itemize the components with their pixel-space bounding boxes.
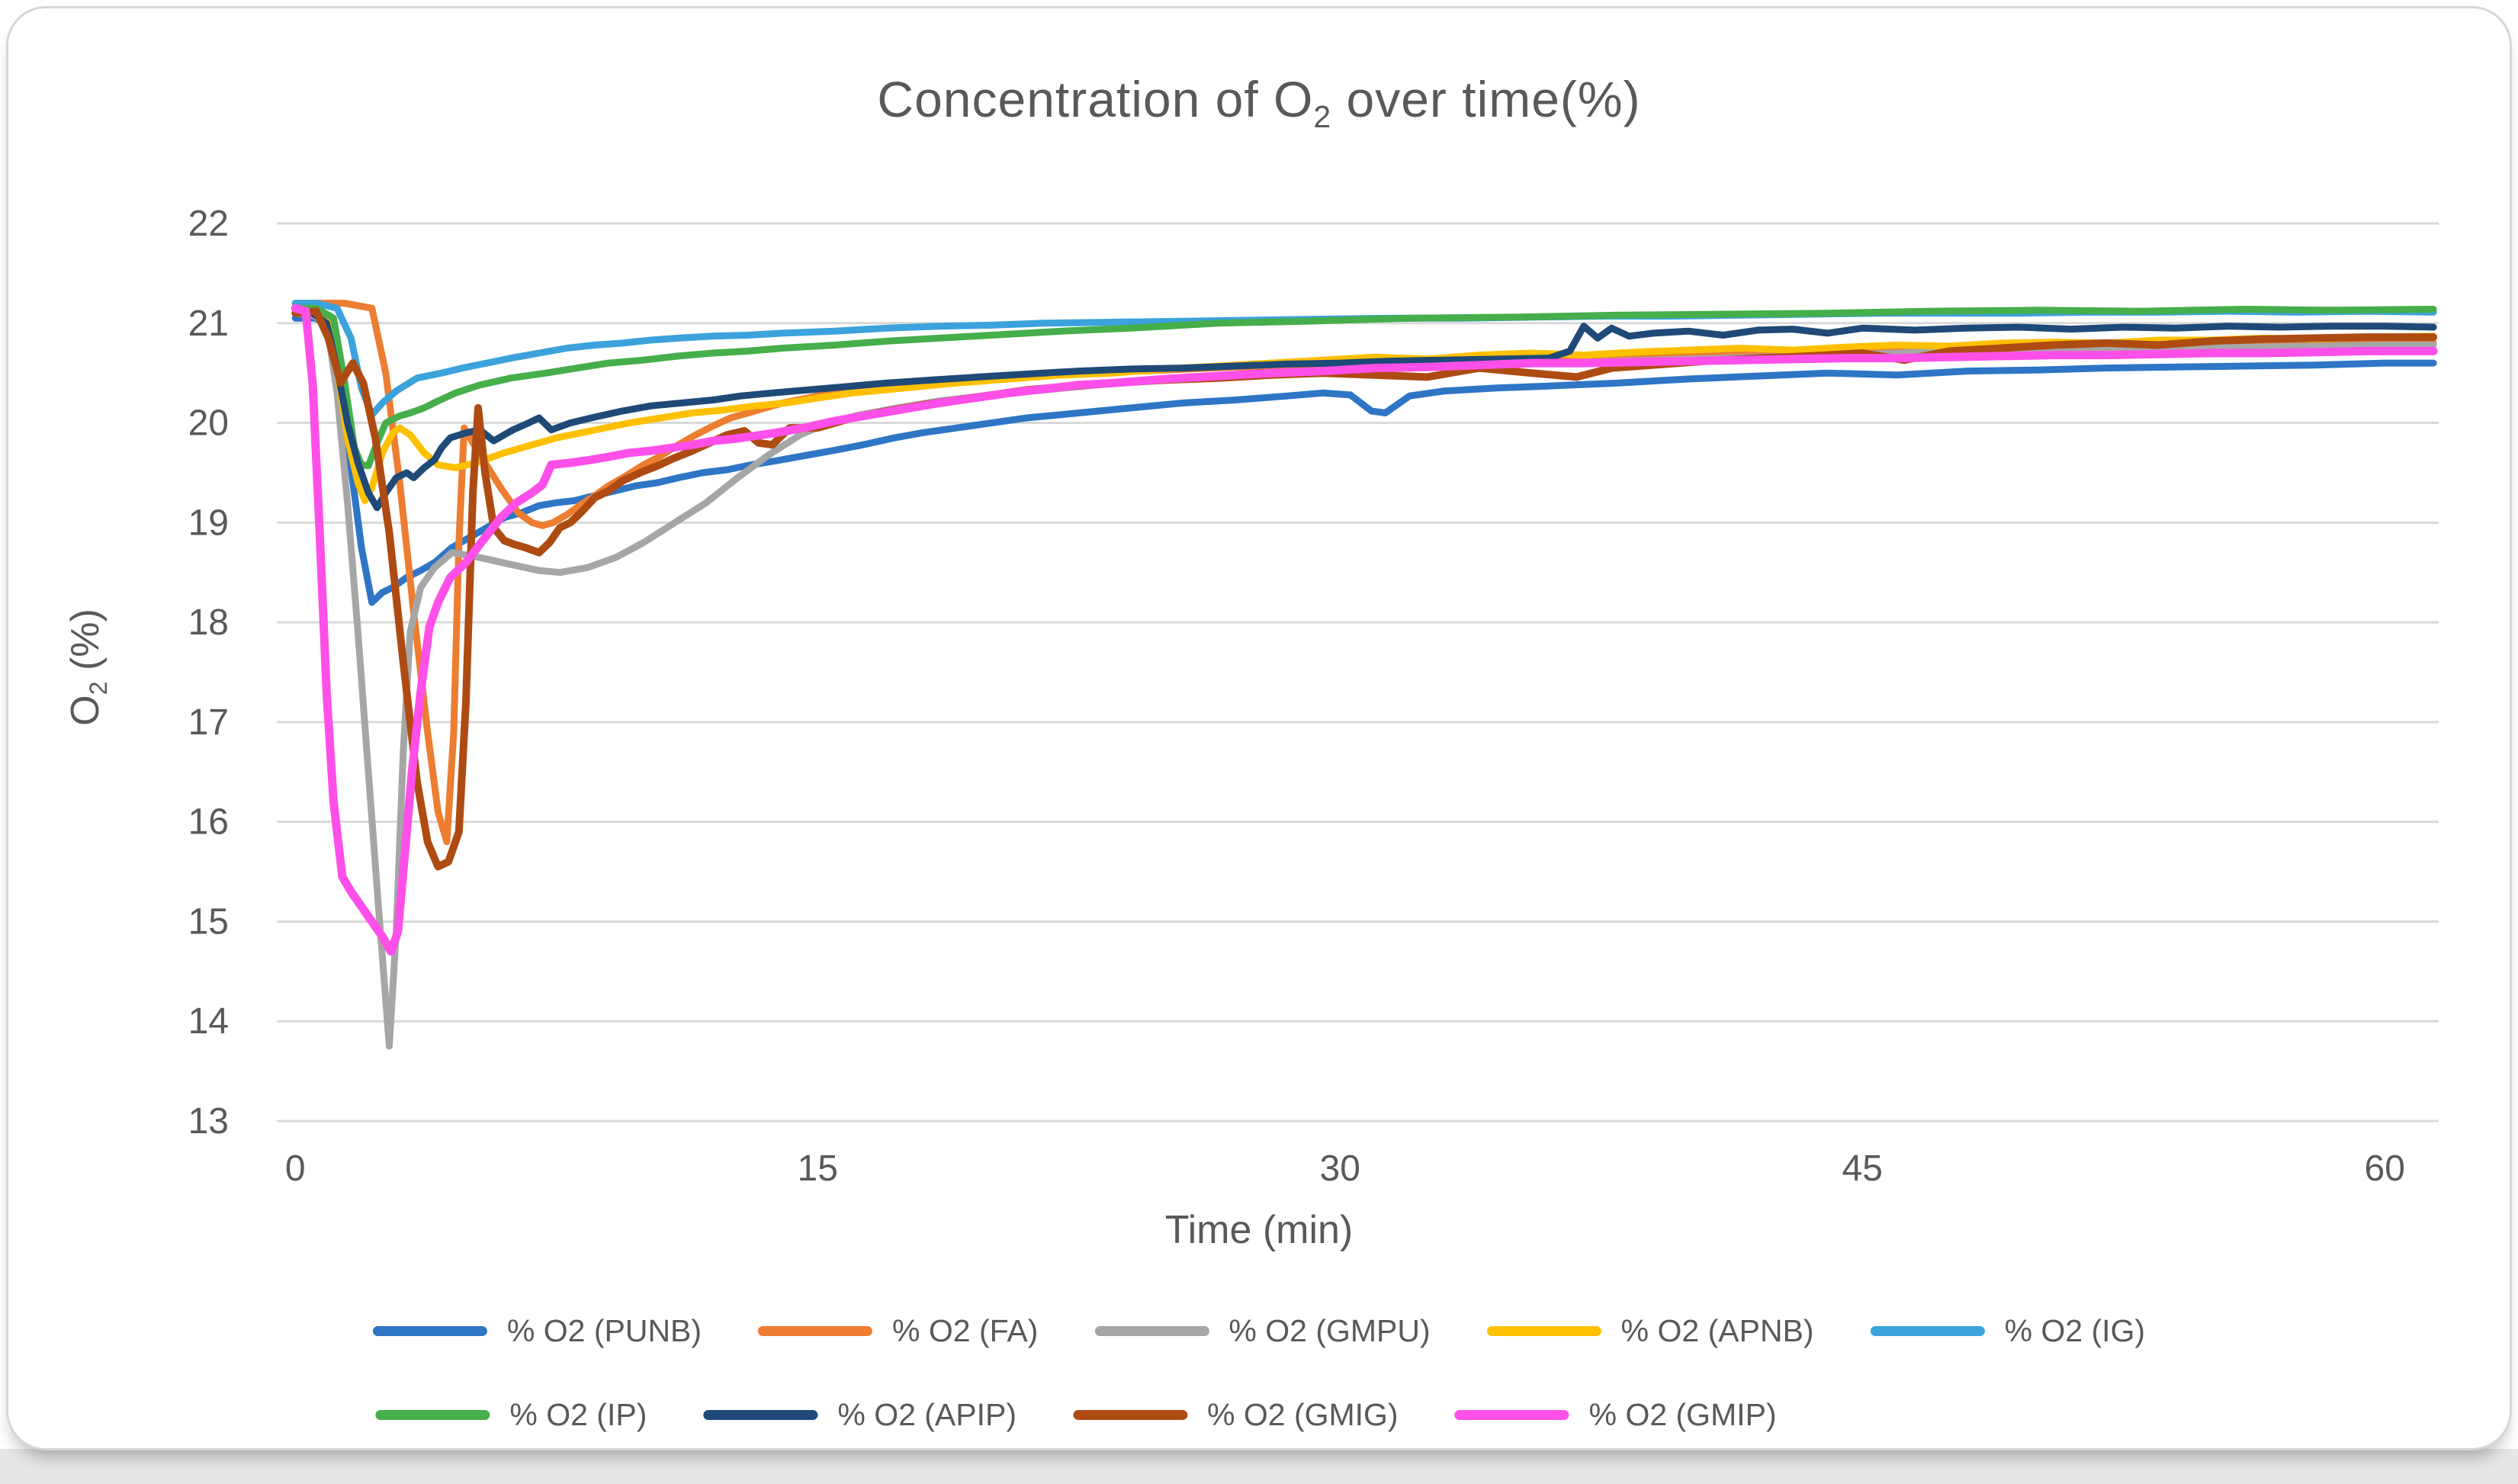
legend-item-o2-apnb: % O2 (APNB) [1486, 1313, 1814, 1349]
legend-label: % O2 (GMPU) [1228, 1313, 1431, 1348]
legend-label: % O2 (IP) [509, 1397, 647, 1432]
legend-swatch-icon [758, 1326, 873, 1336]
legend-item-o2-ip: % O2 (IP) [375, 1397, 647, 1433]
legend-swatch-icon [1486, 1326, 1601, 1336]
legend-row-1: % O2 (PUNB) % O2 (FA) % O2 (GMPU) % O2 (APN… [372, 1313, 2146, 1349]
legend-item-o2-apip: % O2 (APIP) [703, 1397, 1017, 1433]
legend-label: % O2 (GMIP) [1588, 1397, 1777, 1432]
chart-title-subscript: 2 [1313, 99, 1332, 135]
legend-item-o2-gmpu: % O2 (GMPU) [1094, 1313, 1431, 1349]
chart-title-suffix: over time(%) [1331, 71, 1641, 127]
x-axis-title: Time (min) [1164, 1208, 1354, 1252]
legend-label: % O2 (IG) [2004, 1313, 2146, 1348]
legend-label: % O2 (FA) [892, 1313, 1039, 1348]
y-axis-title-suffix: (%) [63, 609, 108, 682]
y-axis-title-text: O [63, 695, 108, 726]
legend-swatch-icon [1870, 1326, 1985, 1336]
legend-label: % O2 (APNB) [1620, 1313, 1814, 1348]
chart-title-text: Concentration of O [877, 71, 1314, 127]
legend-item-o2-punb: % O2 (PUNB) [372, 1313, 702, 1349]
legend-swatch-icon [1454, 1410, 1569, 1420]
page-bottom-edge [0, 1449, 2518, 1484]
legend-swatch-icon [375, 1410, 490, 1420]
legend-label: % O2 (PUNB) [506, 1313, 702, 1348]
y-axis-title: O2 (%) [63, 609, 113, 726]
legend-item-o2-gmip: % O2 (GMIP) [1454, 1397, 1777, 1433]
legend-label: % O2 (APIP) [837, 1397, 1017, 1432]
chart-title: Concentration of O2 over time(%) [0, 70, 2518, 135]
legend-item-o2-fa: % O2 (FA) [758, 1313, 1038, 1349]
legend-swatch-icon [703, 1410, 818, 1420]
legend-swatch-icon [1094, 1326, 1209, 1336]
legend-swatch-icon [372, 1326, 487, 1336]
legend-row-2: % O2 (IP) % O2 (APIP) % O2 (GMIG) % O2 (GMI… [375, 1397, 1777, 1433]
legend-label: % O2 (GMIG) [1207, 1397, 1399, 1432]
legend-item-o2-gmig: % O2 (GMIG) [1073, 1397, 1399, 1433]
legend-item-o2-ig: % O2 (IG) [1870, 1313, 2146, 1349]
legend-swatch-icon [1073, 1410, 1188, 1420]
y-axis-title-subscript: 2 [85, 681, 113, 695]
